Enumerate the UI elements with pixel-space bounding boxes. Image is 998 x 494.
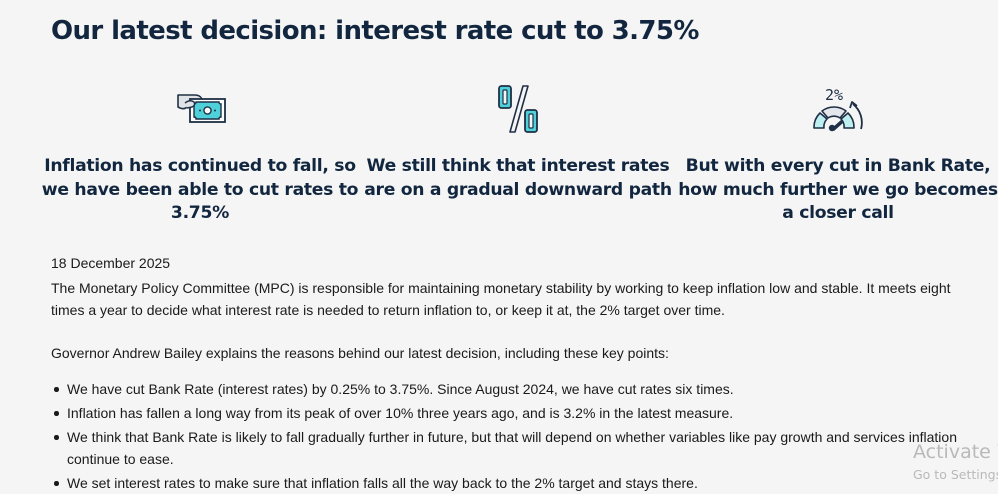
hand-holding-banknote-icon — [177, 94, 226, 123]
page-title: Our latest decision: interest rate cut t… — [51, 16, 699, 46]
key-point-item: Inflation has fallen a long way from its… — [54, 402, 998, 424]
key-message-text: But with every cut in Bank Rate, how muc… — [678, 156, 998, 223]
gauge-2-percent-icon: 2% — [813, 86, 863, 132]
intro-paragraph: The Monetary Policy Committee (MPC) is r… — [51, 280, 951, 318]
activate-windows-watermark: Activate Windows Go to Settings to activ… — [913, 440, 998, 485]
watermark-subtitle[interactable]: Go to Settings to activate Windows. — [913, 467, 998, 482]
key-point-item: We have cut Bank Rate (interest rates) b… — [54, 378, 998, 400]
key-message-card: 2% But with every cut in Bank Rate, how … — [678, 80, 998, 226]
key-message-text: We still think that interest rates are o… — [364, 156, 672, 200]
publication-date: 18 December 2025 — [51, 255, 171, 271]
watermark-title: Activate Windows — [913, 441, 998, 463]
key-point-item: We set interest rates to make sure that … — [54, 472, 998, 494]
lead-in-paragraph: Governor Andrew Bailey explains the reas… — [51, 345, 669, 361]
key-message-text: Inflation has continued to fall, so we h… — [41, 156, 359, 223]
key-point-item: We think that Bank Rate is likely to fal… — [54, 426, 998, 470]
key-messages: Inflation has continued to fall, so we h… — [40, 80, 998, 230]
key-message-card: We still think that interest rates are o… — [358, 80, 678, 202]
gauge-label: 2% — [825, 86, 843, 104]
key-message-card: Inflation has continued to fall, so we h… — [40, 80, 360, 226]
percent-icon — [498, 85, 538, 133]
key-points-list: We have cut Bank Rate (interest rates) b… — [51, 378, 998, 494]
